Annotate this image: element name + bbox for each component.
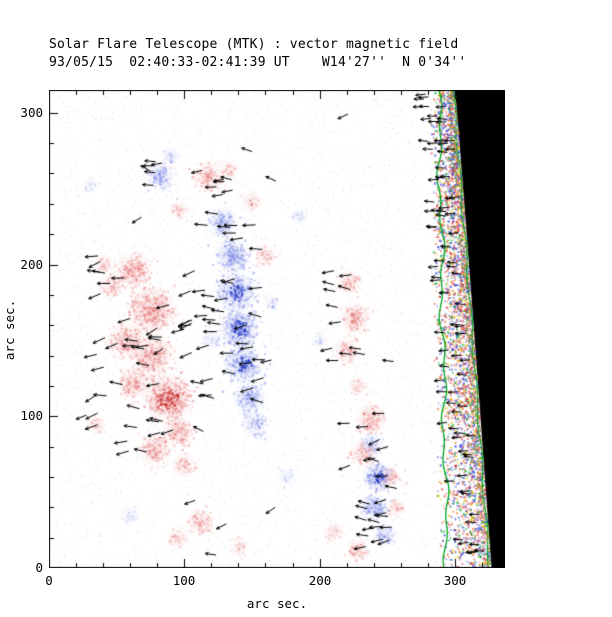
y-tick-label-100: 100 <box>20 408 43 423</box>
x-tick-label-300: 300 <box>443 573 467 588</box>
magnetogram-canvas <box>49 90 505 568</box>
x-tick-label-100: 100 <box>172 573 196 588</box>
figure-subtitle: 93/05/15 02:40:33-02:41:39 UT W14'27'' N… <box>49 55 467 70</box>
x-tick-label-200: 200 <box>308 573 332 588</box>
y-axis-label: arc sec. <box>2 299 17 361</box>
y-tick-label-200: 200 <box>20 257 43 272</box>
figure-title: Solar Flare Telescope (MTK) : vector mag… <box>49 37 459 52</box>
y-tick-label-0: 0 <box>35 560 43 575</box>
x-axis-label: arc sec. <box>246 596 308 611</box>
x-tick-label-0: 0 <box>45 573 53 588</box>
y-tick-label-300: 300 <box>20 105 43 120</box>
